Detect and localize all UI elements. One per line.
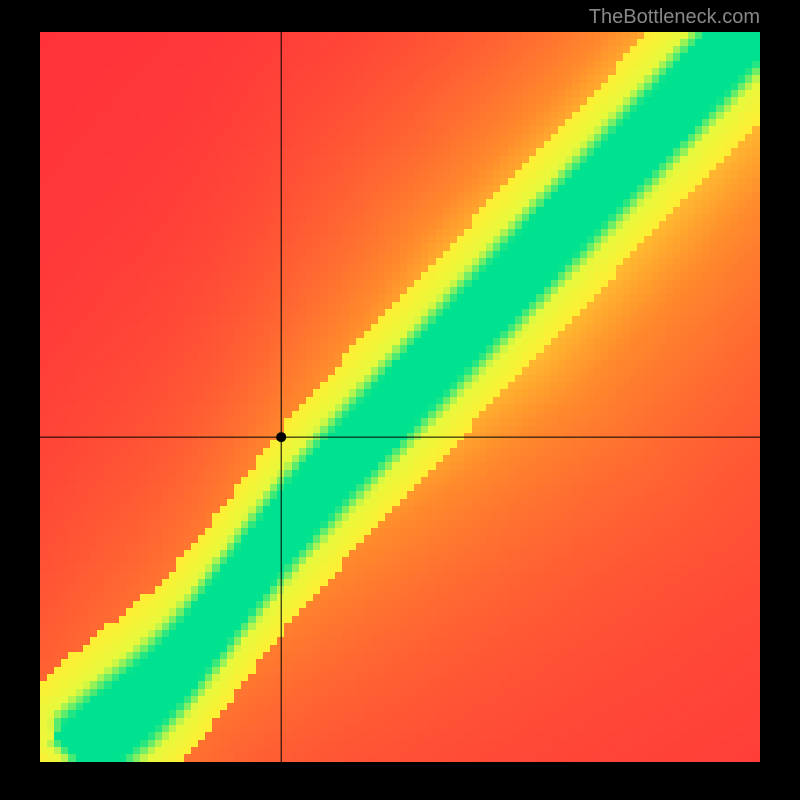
chart-container: TheBottleneck.com: [0, 0, 800, 800]
heatmap-canvas: [40, 32, 760, 762]
watermark-text: TheBottleneck.com: [589, 6, 760, 29]
heatmap-frame: [40, 32, 760, 762]
